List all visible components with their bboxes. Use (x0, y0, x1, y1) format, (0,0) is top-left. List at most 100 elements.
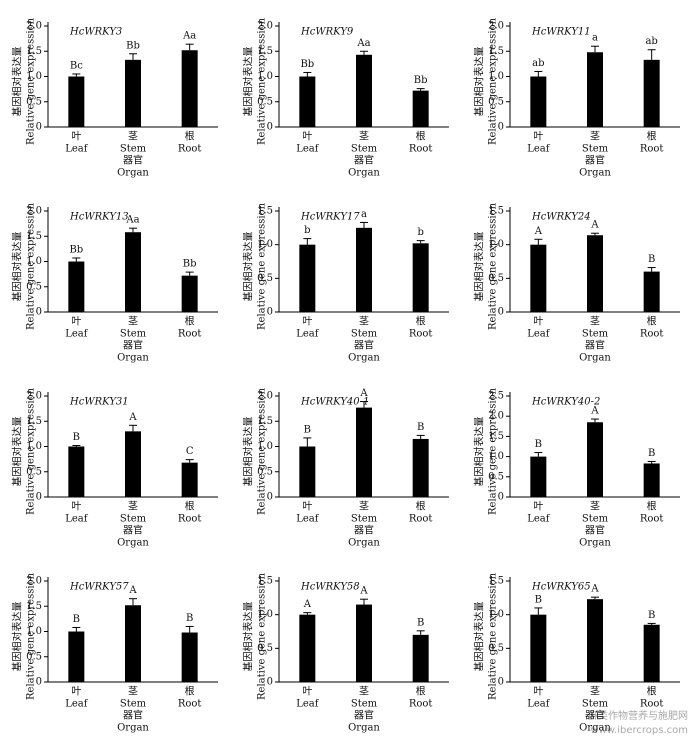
x-tick-label: Root (640, 514, 664, 525)
y-tick-label: 1.5 (26, 231, 42, 242)
y-tick-label: 0 (267, 677, 273, 688)
y-axis-label: Relative gene expression (26, 17, 37, 145)
panel: 0 0.5 1.0 1.5 基因相对表达量 Relative gene expressio… (473, 202, 680, 364)
panel: 0 0.5 1.0 1.5 2.0 基因相对表达量 Relative gene expres… (473, 17, 680, 179)
y-axis-label: Relative gene expression (257, 387, 268, 515)
bar (530, 76, 547, 127)
x-tick-label: 叶 (71, 131, 81, 143)
y-axis-label: 基因相对表达量 (473, 232, 486, 302)
y-tick-label: 2.0 (26, 576, 42, 587)
significance-letter: B (648, 254, 655, 265)
y-tick-label: 0 (267, 492, 273, 503)
significance-letter: B (648, 448, 655, 459)
bar (356, 227, 372, 312)
bar (181, 275, 198, 312)
x-tick-label: 叶 (533, 501, 543, 513)
x-tick-label: Stem (582, 144, 609, 155)
x-tick-label: Root (640, 699, 664, 710)
x-axis-label: 器官 (354, 524, 374, 537)
x-tick-label: Root (409, 699, 433, 710)
x-tick-label: Stem (120, 699, 147, 710)
x-axis-label: Organ (348, 168, 380, 179)
x-tick-label: Stem (582, 514, 609, 525)
y-tick-label: 0 (36, 307, 42, 318)
bar (356, 407, 372, 497)
significance-letter: B (648, 610, 655, 621)
x-tick-label: Leaf (527, 514, 551, 525)
y-axis-label: Relative gene expression (488, 202, 499, 330)
x-tick-label: Leaf (296, 144, 320, 155)
x-axis-label: Organ (579, 353, 611, 364)
y-tick-label: 1.5 (488, 576, 504, 587)
x-tick-label: 叶 (302, 131, 312, 143)
significance-letter: Bb (300, 59, 314, 70)
x-axis-label: 器官 (354, 339, 374, 352)
significance-letter: A (359, 388, 368, 399)
x-axis-label: Organ (348, 538, 380, 549)
y-tick-label: 0 (36, 492, 42, 503)
x-axis-label: 器官 (354, 709, 374, 722)
y-tick-label: 1.0 (257, 71, 273, 82)
x-axis-label: Organ (348, 723, 380, 734)
y-tick-label: 1.0 (257, 239, 273, 250)
x-axis-label: 器官 (123, 524, 143, 537)
x-axis-label: Organ (579, 168, 611, 179)
y-axis-label: Relative gene expression (488, 17, 499, 145)
bar (299, 614, 316, 682)
y-tick-label: 0 (498, 677, 504, 688)
bar (125, 431, 141, 497)
x-axis-label: 器官 (123, 339, 143, 352)
significance-letter: A (590, 220, 599, 231)
x-tick-label: Stem (351, 144, 378, 155)
bar (181, 632, 198, 682)
x-tick-label: Leaf (65, 514, 89, 525)
y-tick-label: 0.5 (257, 466, 273, 477)
y-tick-label: 0.5 (257, 643, 273, 654)
y-axis-label: Relative gene expression (26, 387, 37, 515)
y-tick-label: 0.5 (488, 471, 504, 482)
y-tick-label: 0 (36, 122, 42, 133)
x-tick-label: Leaf (527, 699, 551, 710)
x-tick-label: 根 (647, 685, 657, 698)
y-tick-label: 2.0 (257, 391, 273, 402)
chart-title: HcWRKY31 (69, 397, 129, 408)
significance-letter: A (303, 599, 312, 610)
x-tick-label: 根 (416, 685, 426, 698)
panel: 0 0.5 1.0 1.5 2.0 2.5 基因相对表达量 Relative gene exp… (473, 387, 680, 549)
y-axis-label: 基因相对表达量 (242, 417, 255, 487)
x-tick-label: Root (178, 514, 202, 525)
x-tick-label: 茎 (359, 501, 369, 513)
y-tick-label: 2.5 (488, 391, 504, 402)
significance-letter: B (73, 614, 80, 625)
significance-letter: C (186, 446, 194, 457)
significance-letter: ab (532, 58, 544, 69)
y-tick-label: 0.5 (26, 281, 42, 292)
y-tick-label: 0 (498, 307, 504, 318)
y-axis-label: 基因相对表达量 (11, 602, 24, 672)
x-tick-label: 叶 (533, 686, 543, 698)
panel: 0 0.5 1.0 1.5 2.0 基因相对表达量 Relative gene expres… (11, 572, 218, 734)
y-tick-label: 0 (498, 492, 504, 503)
y-tick-label: 0.5 (257, 96, 273, 107)
y-axis-label: 基因相对表达量 (11, 47, 24, 117)
x-tick-label: Root (178, 144, 202, 155)
y-axis-label: 基因相对表达量 (242, 232, 255, 302)
y-tick-label: 1.5 (26, 601, 42, 612)
bar (530, 456, 547, 497)
y-tick-label: 1.0 (26, 626, 42, 637)
y-tick-label: 1.5 (26, 416, 42, 427)
x-axis-label: Organ (117, 168, 149, 179)
x-tick-label: Root (409, 144, 433, 155)
bar (68, 76, 85, 127)
x-axis-label: 器官 (585, 709, 605, 722)
y-tick-label: 1.5 (488, 46, 504, 57)
y-tick-label: 0.5 (488, 643, 504, 654)
y-tick-label: 1.0 (488, 71, 504, 82)
y-tick-label: 1.5 (26, 46, 42, 57)
x-tick-label: Stem (120, 329, 147, 340)
x-tick-label: Leaf (527, 144, 551, 155)
chart-title: HcWRKY57 (69, 582, 129, 593)
y-axis-label: 基因相对表达量 (242, 47, 255, 117)
x-tick-label: Stem (582, 329, 609, 340)
x-tick-label: 根 (647, 130, 657, 143)
